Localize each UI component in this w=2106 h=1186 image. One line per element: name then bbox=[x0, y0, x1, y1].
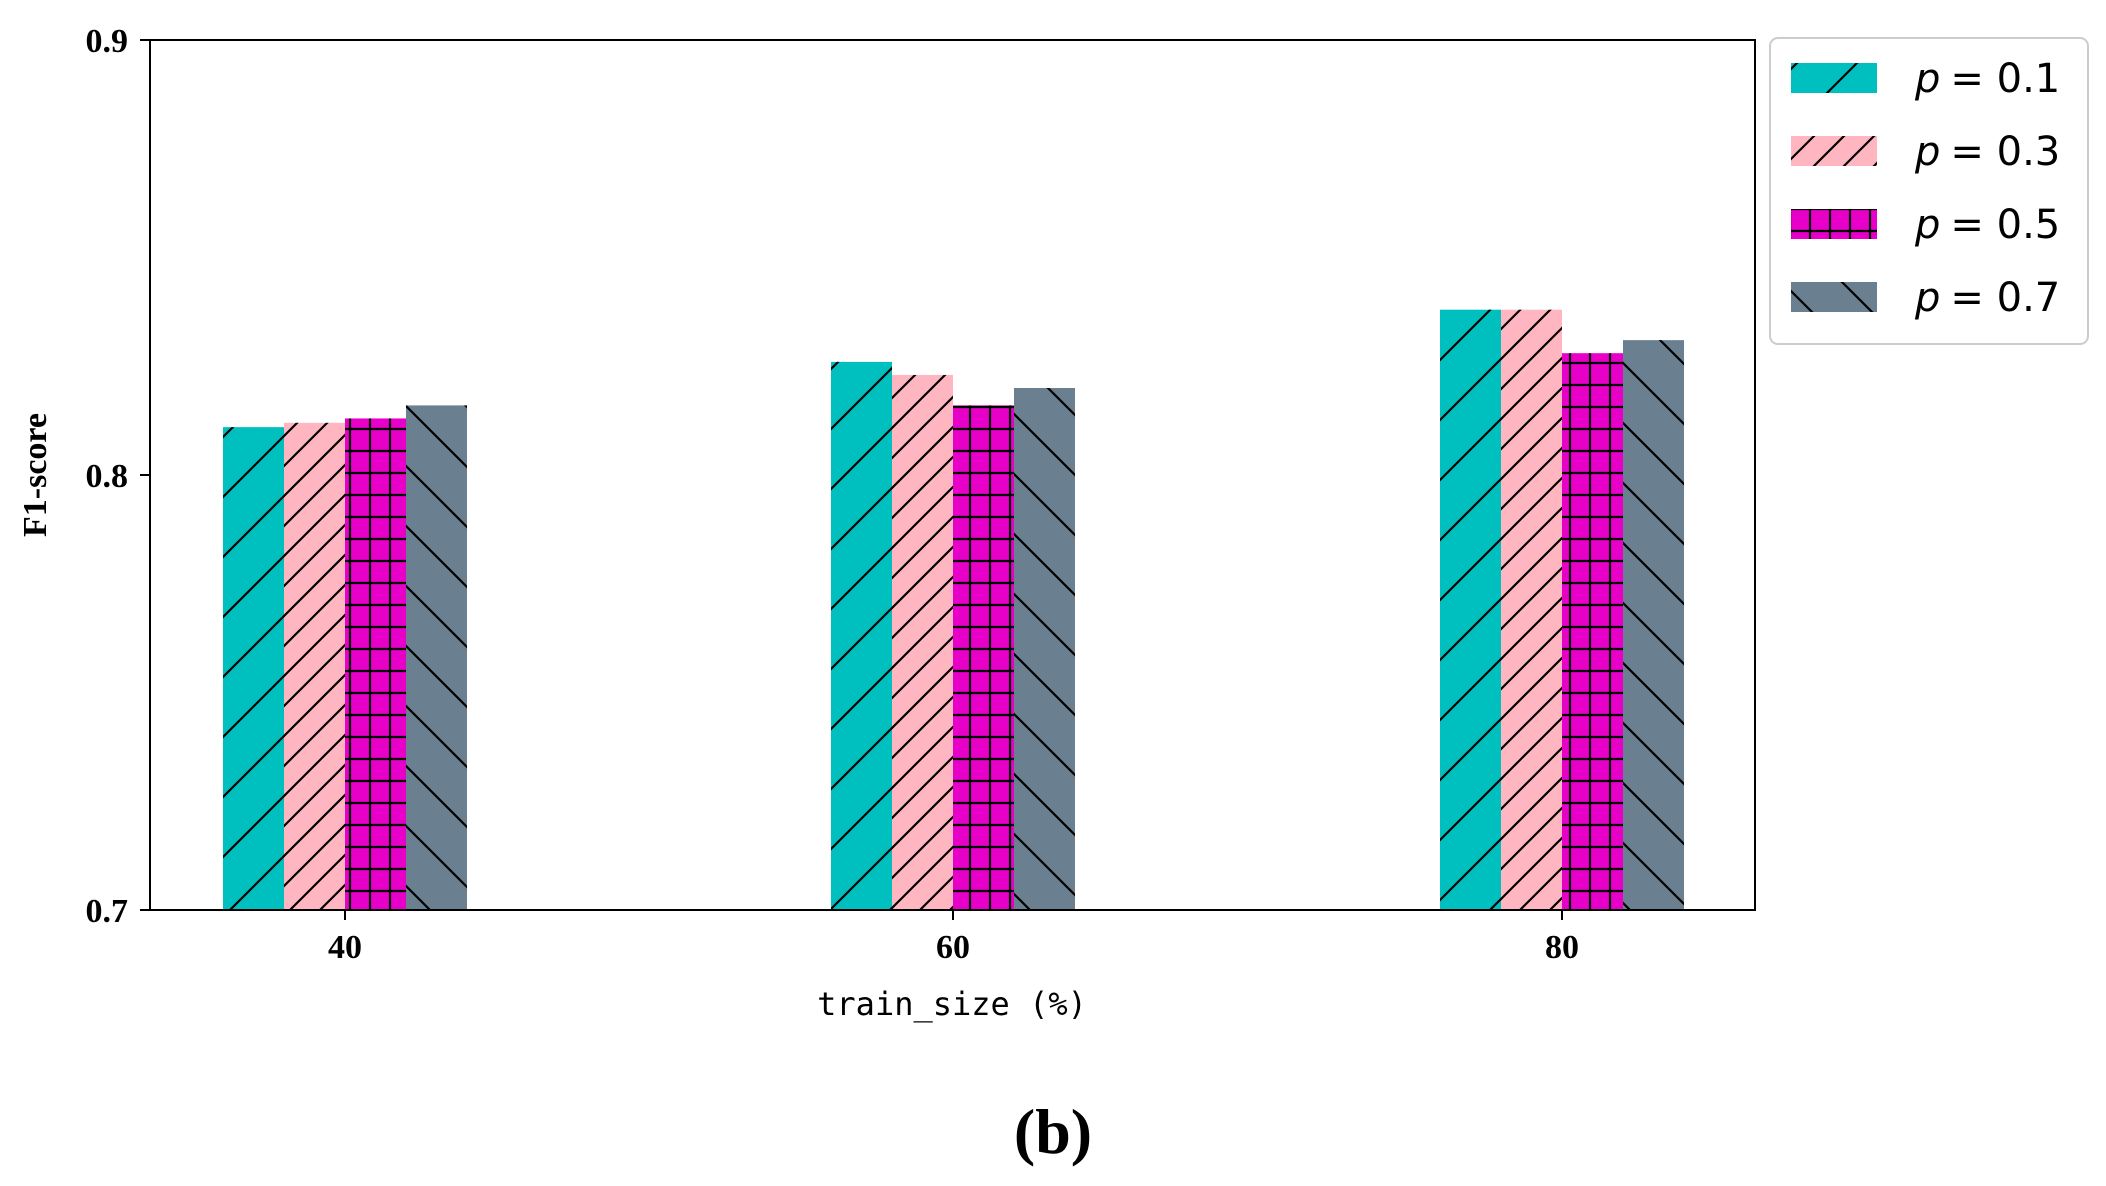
legend: p = 0.1 p = 0.3 p = 0.5 p = 0.7 bbox=[1769, 37, 2089, 345]
bar-hatch bbox=[953, 405, 1014, 910]
legend-swatch-hatch bbox=[1791, 209, 1877, 239]
legend-label: p = 0.1 bbox=[1914, 56, 2060, 102]
figure-caption: (b) bbox=[1014, 1096, 1092, 1167]
bar-hatch bbox=[1562, 353, 1623, 910]
legend-label: p = 0.3 bbox=[1914, 129, 2060, 175]
y-axis-title: F1-score bbox=[17, 413, 54, 537]
bar-hatch bbox=[831, 361, 892, 910]
bar-hatch bbox=[223, 427, 284, 910]
x-tick-label: 60 bbox=[936, 929, 970, 966]
bars-layer bbox=[223, 309, 1684, 910]
y-tick-label: 0.9 bbox=[86, 23, 129, 60]
bar-hatch bbox=[1440, 309, 1501, 910]
y-axis: 0.7 0.8 0.9 bbox=[86, 23, 150, 930]
x-axis-title: train_size (%) bbox=[817, 985, 1087, 1023]
bar-hatch bbox=[406, 405, 467, 910]
bar-hatch bbox=[1501, 309, 1562, 910]
x-tick-label: 40 bbox=[328, 929, 362, 966]
legend-frame bbox=[1769, 37, 2089, 345]
y-tick-label: 0.8 bbox=[86, 458, 129, 495]
legend-swatch-hatch bbox=[1791, 63, 1877, 93]
x-tick-label: 80 bbox=[1545, 929, 1579, 966]
bar-hatch bbox=[892, 374, 953, 910]
legend-swatch-hatch bbox=[1791, 282, 1877, 312]
bar-hatch bbox=[284, 422, 345, 910]
bar-hatch bbox=[345, 418, 406, 910]
legend-label: p = 0.7 bbox=[1914, 275, 2060, 321]
legend-swatch-hatch bbox=[1791, 136, 1877, 166]
x-axis: 40 60 80 bbox=[328, 910, 1579, 966]
bar-hatch bbox=[1014, 388, 1075, 910]
bar-hatch bbox=[1623, 340, 1684, 910]
y-tick-label: 0.7 bbox=[86, 893, 129, 930]
legend-label: p = 0.5 bbox=[1914, 202, 2060, 248]
